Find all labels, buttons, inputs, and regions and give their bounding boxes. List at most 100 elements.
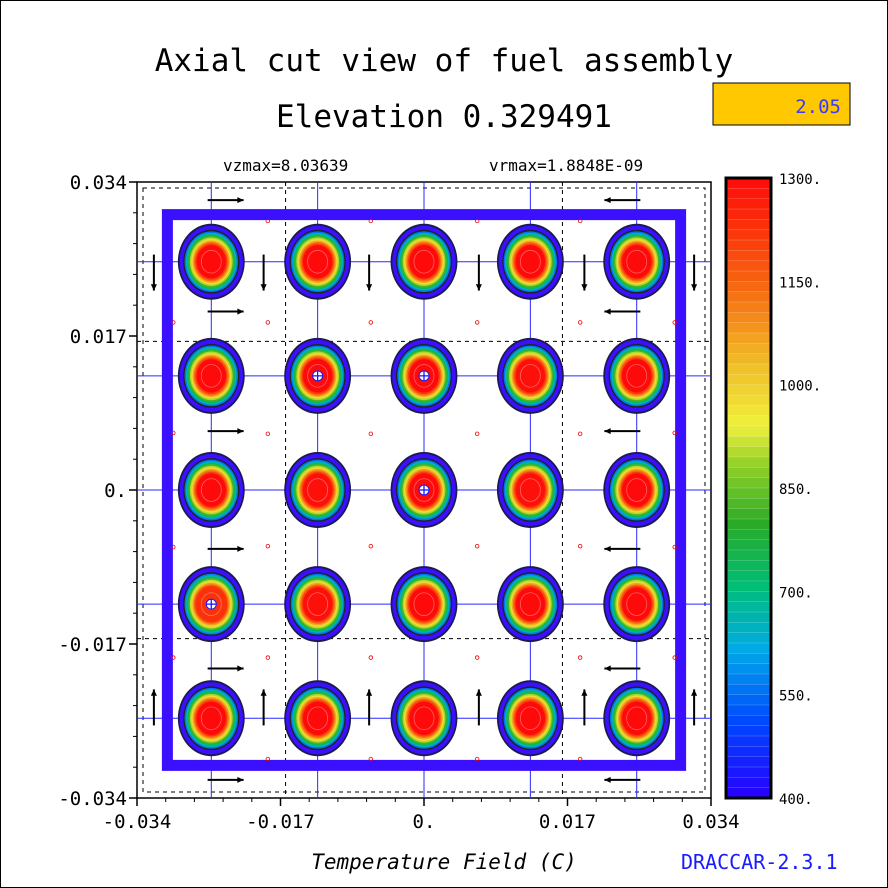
colorbar-segment xyxy=(726,539,771,551)
y-tick-label: 0.017 xyxy=(70,326,127,348)
rod-core xyxy=(196,473,226,507)
chart-subtitle: Elevation 0.329491 xyxy=(276,99,612,135)
arrow-head xyxy=(604,428,611,435)
velocity-arrow xyxy=(691,254,698,291)
colorbar-segment xyxy=(726,198,771,210)
colorbar-segment xyxy=(726,446,771,458)
fuel-rod xyxy=(496,452,564,528)
fuel-rod xyxy=(603,566,671,643)
fuel-rod xyxy=(390,680,458,757)
subchannel-dot xyxy=(474,218,480,224)
subchannel-dot xyxy=(474,543,480,549)
colorbar-segment xyxy=(726,663,771,675)
velocity-arrow xyxy=(207,428,244,435)
velocity-arrow xyxy=(604,776,641,783)
colorbar-segment xyxy=(726,395,771,406)
subchannel-dot xyxy=(368,431,374,437)
subchannel-dot xyxy=(171,544,176,550)
velocity-arrow xyxy=(475,254,482,291)
velocity-arrow xyxy=(581,689,588,726)
colorbar-segment xyxy=(726,240,771,251)
rod-core xyxy=(302,473,333,507)
colorbar-segment xyxy=(726,384,771,396)
velocity-arrow xyxy=(604,545,641,552)
fuel-rod xyxy=(177,452,245,528)
rod-contour xyxy=(200,706,222,731)
rod-contour xyxy=(413,364,435,388)
x-tick-label: 0.017 xyxy=(539,811,596,833)
arrow-head xyxy=(691,284,698,291)
rod-core xyxy=(302,245,333,279)
colorbar-tick-label: 1150. xyxy=(779,275,821,291)
rod-contour xyxy=(200,249,222,274)
subchannel-dot xyxy=(672,430,677,436)
colorbar-segment xyxy=(726,219,771,231)
colorbar-segment xyxy=(726,364,771,375)
shroud-wall xyxy=(161,209,687,771)
rod-core xyxy=(302,701,333,735)
fuel-rod xyxy=(177,680,245,757)
colorbar-segment xyxy=(726,333,771,344)
velocity-arrow xyxy=(260,689,267,726)
colorbar-tick-label: 700. xyxy=(779,585,813,601)
colorbar-segment xyxy=(726,787,771,799)
rod-core xyxy=(515,587,546,621)
colorbar-segment xyxy=(726,353,771,365)
velocity-arrow xyxy=(475,689,482,726)
colorbar-tick-label: 550. xyxy=(779,689,813,705)
colorbar-segment xyxy=(726,426,771,437)
fuel-rod xyxy=(390,337,458,414)
colorbar-segment xyxy=(726,529,771,541)
subchannel-dot xyxy=(672,655,677,660)
rod-contour xyxy=(307,364,329,388)
arrow-head xyxy=(604,197,611,204)
arrow-head xyxy=(237,665,244,672)
colorbar-segment xyxy=(726,777,771,789)
arrow-head xyxy=(237,776,244,783)
fuel-rod xyxy=(284,452,352,528)
rod-contour xyxy=(519,249,541,274)
arrow-head xyxy=(604,776,611,783)
subchannel-dot xyxy=(577,543,583,549)
fuel-rod xyxy=(496,566,564,643)
velocity-arrow xyxy=(150,254,157,291)
subchannel-dot xyxy=(577,431,583,437)
y-tick-label: -0.017 xyxy=(58,634,127,656)
colorbar-segment xyxy=(726,591,771,603)
fuel-rod xyxy=(284,223,352,300)
colorbar-segment xyxy=(726,281,771,293)
subchannel-dot xyxy=(265,320,271,325)
colorbar-segment xyxy=(726,291,771,303)
rod-contour xyxy=(626,706,648,731)
colorbar-segment xyxy=(726,570,771,582)
subchannel-dot xyxy=(368,756,374,762)
fuel-rod xyxy=(390,223,458,300)
velocity-arrow xyxy=(366,689,373,726)
subchannel-dot xyxy=(672,320,677,325)
rod-core xyxy=(409,245,439,279)
arrow-head xyxy=(237,428,244,435)
vrmax-label: vrmax=1.8848E-09 xyxy=(489,156,643,175)
arrow-head xyxy=(604,545,611,552)
colorbar-segment xyxy=(726,756,771,768)
colorbar-segment xyxy=(726,260,771,272)
rod-core xyxy=(622,359,652,393)
colorbar-segment xyxy=(726,746,771,758)
vzmax-label: vzmax=8.03639 xyxy=(223,156,348,175)
colorbar-segment xyxy=(726,674,771,685)
rod-core xyxy=(515,359,546,393)
colorbar-segment xyxy=(726,767,771,778)
rod-contour xyxy=(307,706,329,731)
arrow-head xyxy=(237,308,244,315)
arrow-head xyxy=(260,689,267,696)
colorbar-segment xyxy=(726,498,771,510)
fuel-rod xyxy=(603,223,671,300)
colorbar-segment xyxy=(726,653,771,665)
colorbar-segment xyxy=(726,302,771,313)
rod-core xyxy=(515,245,546,279)
colorbar-segment xyxy=(726,715,771,727)
subchannel-dot xyxy=(368,543,374,549)
subchannel-dot xyxy=(265,756,271,762)
x-tick-label: 0. xyxy=(413,811,436,833)
arrow-head xyxy=(150,284,157,291)
